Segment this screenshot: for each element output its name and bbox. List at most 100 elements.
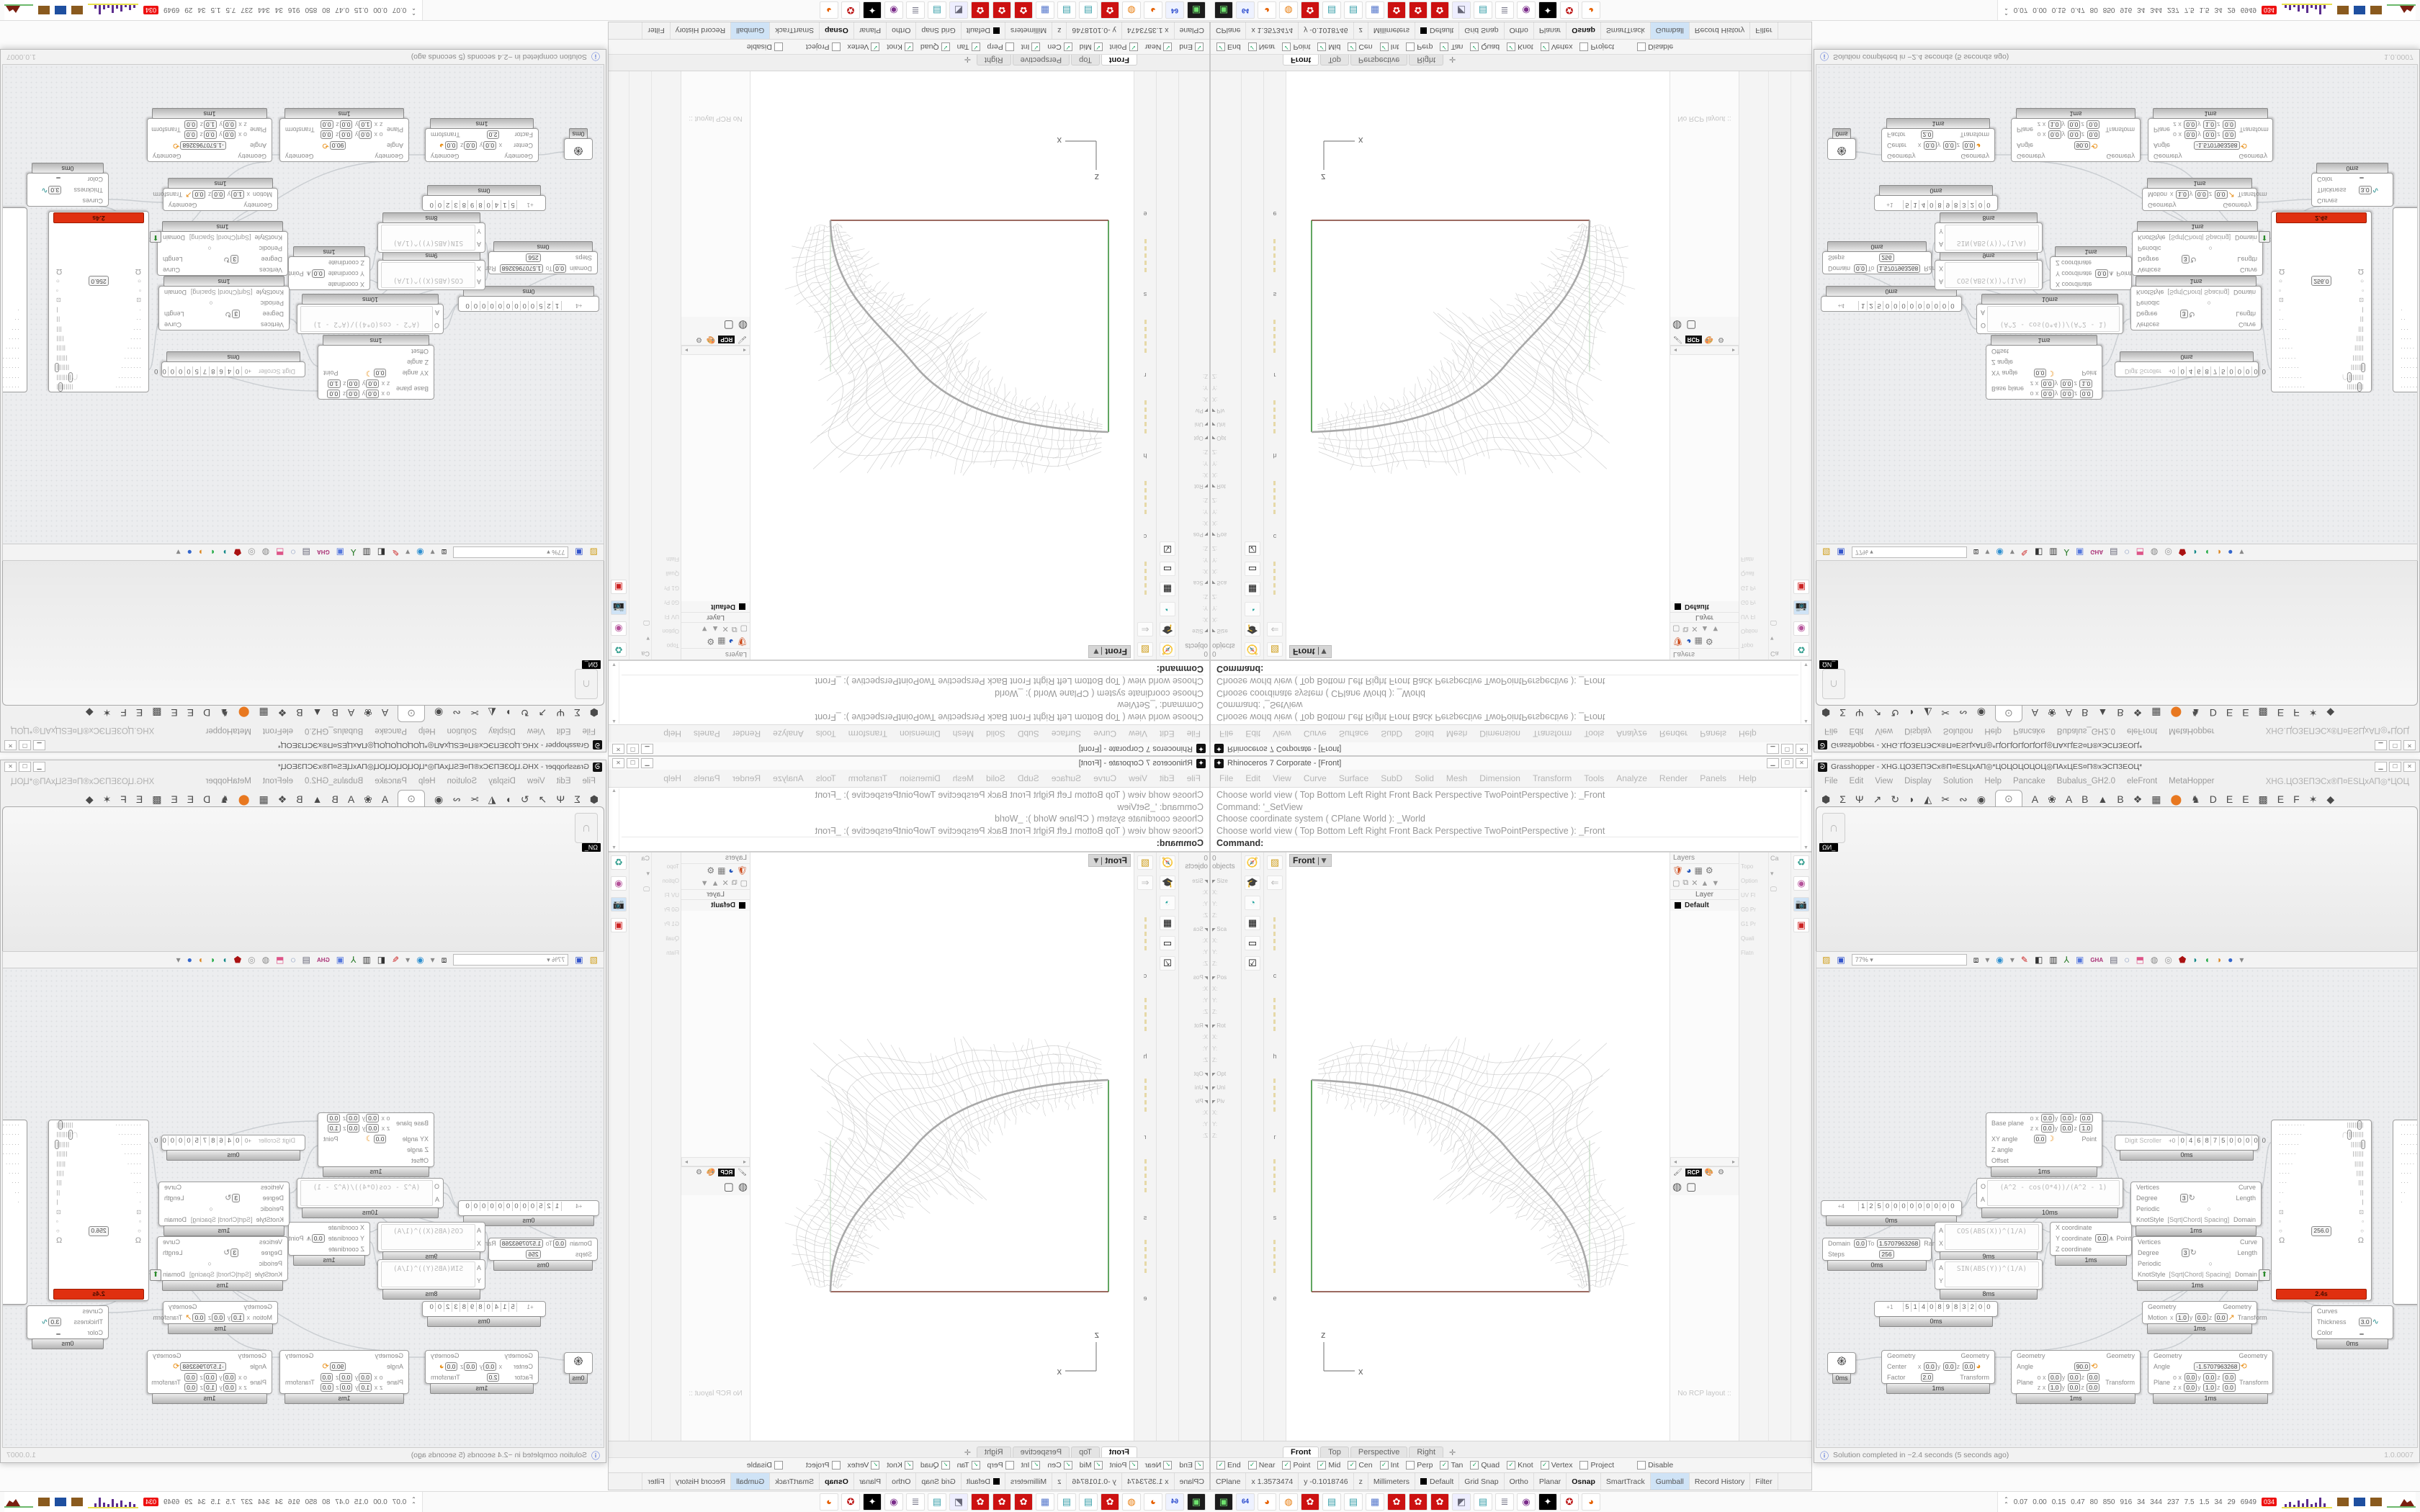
slider-row[interactable]: +4 1 2 5 0 0 0 0 0 0 0 0 0: [459, 1201, 599, 1212]
slider-digit[interactable]: 0: [160, 1136, 169, 1146]
gh-tab-transform[interactable]: ∾: [1959, 793, 1968, 805]
toolbar-icon-0[interactable]: ⧈: [441, 547, 447, 558]
viewport-tab-perspective[interactable]: Perspective: [1350, 1446, 1408, 1457]
status-grid-snap[interactable]: Grid Snap: [915, 22, 961, 39]
taskbar-icon-floppy-64[interactable]: 64: [1165, 1493, 1184, 1511]
osnap-vertex[interactable]: ✓ Vertex: [848, 42, 880, 51]
toolbar-icon-4[interactable]: ✎: [2020, 547, 2028, 557]
gh-minimize-button[interactable]: ▁: [2375, 762, 2387, 772]
osnap-cen[interactable]: ✓ Cen: [1348, 42, 1373, 51]
checkbox-icon[interactable]: [1579, 42, 1589, 51]
param-row[interactable]: Periodic ○: [2133, 243, 2262, 253]
input-periodic[interactable]: Periodic: [260, 300, 284, 307]
colorwheel-icon[interactable]: ◉: [611, 876, 627, 891]
viewport-label[interactable]: Front |▼: [1088, 645, 1131, 658]
value-box[interactable]: 0.0: [1962, 141, 1976, 150]
input-geometry[interactable]: Geometry: [504, 153, 533, 160]
value-box[interactable]: 0.0: [1962, 1362, 1976, 1371]
gh-component-expression[interactable]: O A (A^2 - cos(O*4))/(A^2 - 1) 10ms: [297, 1178, 444, 1218]
value-box[interactable]: 3: [230, 1248, 239, 1257]
value-box[interactable]: 0.0: [2033, 369, 2047, 377]
slider-digit[interactable]: 0: [1927, 1302, 1935, 1312]
checkbox-icon[interactable]: ✓: [1216, 42, 1225, 51]
input-plane[interactable]: Plane: [2154, 126, 2171, 133]
value-box[interactable]: 0.0: [1854, 264, 1867, 273]
gh-component-cos-expression[interactable]: A X COS(ABS(X))^(1/A) 9ms: [377, 1222, 485, 1262]
value-box[interactable]: 0.0: [2087, 130, 2100, 139]
status-cplane[interactable]: CPlane: [1211, 22, 1247, 39]
scroll-down-icon[interactable]: ▼: [611, 662, 617, 667]
osnap-disable[interactable]: Disable: [1637, 42, 1673, 51]
slider-digit[interactable]: 0: [1891, 1202, 1899, 1211]
output-domain[interactable]: Domain: [163, 1271, 186, 1278]
gh-tab-display[interactable]: ◉: [434, 793, 444, 805]
slider-digit[interactable]: 1: [553, 301, 562, 310]
slider-digit[interactable]: 0: [472, 301, 480, 310]
taskbar-icon-print-doc[interactable]: ≣: [1495, 1493, 1514, 1511]
value-box[interactable]: 0.0: [339, 120, 353, 129]
param-row[interactable]: Steps 256: [1823, 1249, 1931, 1260]
taskbar-icon-purple-app[interactable]: ◉: [884, 1493, 903, 1511]
status-planar[interactable]: Planar: [853, 22, 887, 39]
gh-tab-plugin-grid[interactable]: ▦: [259, 707, 269, 719]
osnap-mid[interactable]: ✓ Mid: [1317, 1461, 1340, 1470]
value-box[interactable]: 0.0: [2223, 120, 2236, 129]
input-base-plane[interactable]: Base plane: [395, 1120, 429, 1127]
output-geometry[interactable]: Geometry: [2238, 153, 2267, 160]
layers-icon-3[interactable]: ⚙: [1705, 636, 1713, 647]
slider-digit[interactable]: 4: [493, 200, 501, 210]
gh-menu-metahopper[interactable]: MetaHopper: [205, 726, 251, 735]
value-box[interactable]: 0.0: [346, 1114, 360, 1122]
output-point[interactable]: Point: [2116, 1235, 2131, 1242]
add-viewport-button[interactable]: ✛: [1449, 1449, 1456, 1457]
slider-digit[interactable]: 0: [2251, 1136, 2259, 1146]
input-factor[interactable]: Factor: [514, 1374, 533, 1381]
slider-digit[interactable]: 2: [1968, 1302, 1976, 1312]
checkbox-icon[interactable]: ✓: [1247, 42, 1257, 51]
gh-tab-plugin-e2[interactable]: E: [171, 793, 178, 805]
toolbar-icon-1[interactable]: ▾: [1985, 547, 1990, 557]
osnap-end[interactable]: ✓ End: [1216, 42, 1241, 51]
viewport-tab-front[interactable]: Front: [1101, 1446, 1137, 1457]
taskbar-icon-blender[interactable]: ◍: [1122, 1493, 1141, 1511]
taskbar-icon-calculator[interactable]: ▦: [1366, 1, 1384, 19]
input-center[interactable]: Center: [513, 142, 533, 149]
layers-list[interactable]: [681, 911, 750, 1157]
menu-tools[interactable]: Tools: [1584, 729, 1605, 739]
checkbox-icon[interactable]: ✓: [1440, 1461, 1449, 1470]
toolbar-icon-20[interactable]: ▾: [2239, 955, 2244, 965]
value-box[interactable]: 0.0: [2067, 1383, 2081, 1392]
status-x-1-3573474[interactable]: x 1.3573474: [1246, 22, 1299, 39]
value-box[interactable]: 0.0: [223, 1383, 236, 1392]
scroll-up-icon[interactable]: ▲: [1803, 788, 1809, 793]
value-box[interactable]: 0.0: [2079, 390, 2093, 398]
slider-digit[interactable]: 5: [537, 301, 545, 310]
slider-row[interactable]: +4 1 2 5 0 0 0 0 0 0 0 0 0: [459, 300, 599, 311]
sphere-icon[interactable]: ◔: [1160, 896, 1175, 910]
slider-digit[interactable]: 0: [152, 366, 161, 376]
value-box[interactable]: 0.0: [2048, 1373, 2061, 1382]
value-box[interactable]: 0.0: [2184, 130, 2197, 139]
value-box[interactable]: 0.0: [464, 141, 478, 150]
gh-tab-maths[interactable]: Σ: [574, 707, 581, 719]
value-box[interactable]: 0.0: [320, 130, 333, 139]
taskbar-icon-red-gear-3[interactable]: ✿: [992, 1493, 1011, 1511]
input-knotstyle[interactable]: KnotStyle: [2138, 234, 2166, 241]
taskbar-icon-floppy-64[interactable]: 64: [1236, 1493, 1255, 1511]
gh-tab-plugin-bell[interactable]: ◆: [85, 793, 94, 805]
gh-maximize-button[interactable]: ☐: [2389, 740, 2401, 750]
pager-right-icon[interactable]: ▸: [1731, 347, 1735, 354]
status-x-1-3573474[interactable]: x 1.3573474: [1121, 1473, 1174, 1490]
gh-component-digit-scroller-b[interactable]: +1 5 1 4 0 8 9 8 3 2 0 0 0ms: [422, 1301, 546, 1327]
param-row[interactable]: Geometry Geometry: [1882, 150, 1994, 161]
param-row[interactable]: Factor 2.0 Transform: [426, 129, 538, 140]
check-square[interactable]: [2360, 1139, 2365, 1150]
gh-tab-plugin-orange[interactable]: ⬤: [238, 707, 250, 719]
input-x[interactable]: X: [1939, 1240, 1944, 1247]
layers-btn-2[interactable]: ✕: [722, 624, 729, 633]
input-angle[interactable]: Angle: [2017, 142, 2034, 149]
